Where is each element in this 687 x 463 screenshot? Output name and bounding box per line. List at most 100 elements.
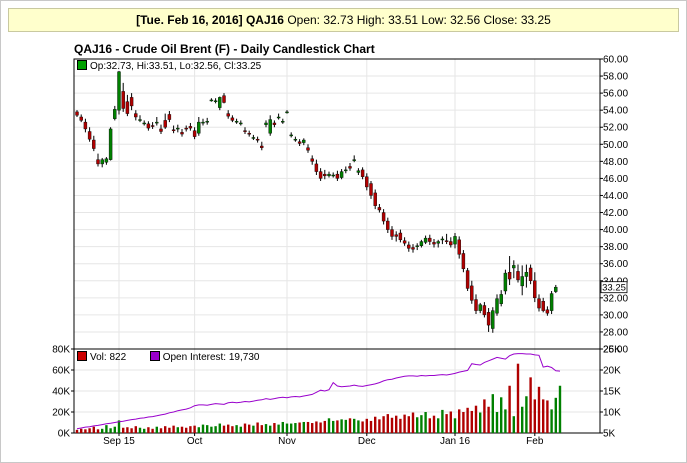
oi-legend-text: Open Interest: 19,730: [162, 352, 260, 363]
volume-bar: [290, 423, 293, 433]
candle-body: [323, 173, 327, 177]
volume-bar: [428, 418, 431, 433]
price-tick-label: 44.00: [603, 191, 628, 202]
volume-bar: [554, 397, 557, 433]
candle-body: [310, 158, 314, 162]
price-tick-label: 32.00: [603, 293, 628, 304]
volume-bar: [155, 426, 158, 433]
oi-tick-label: 10K: [603, 408, 621, 419]
candle-body: [356, 170, 361, 173]
candle: [222, 93, 226, 104]
candle: [251, 134, 256, 141]
candle-body: [155, 121, 159, 124]
candle-body: [159, 128, 163, 132]
candle: [402, 237, 407, 246]
candle: [398, 229, 403, 243]
candle: [415, 243, 419, 251]
volume-bar: [500, 397, 503, 433]
candle-body: [79, 116, 83, 121]
candle: [444, 233, 449, 245]
candle: [230, 115, 235, 123]
candle: [377, 204, 382, 213]
candle: [197, 117, 201, 136]
candle: [167, 111, 172, 123]
volume-bar: [92, 426, 95, 433]
volume-bar: [185, 427, 188, 433]
volume-bar: [470, 410, 473, 433]
candle-body: [176, 127, 180, 130]
volume-bar: [491, 394, 494, 433]
price-tick-label: 36.00: [603, 259, 628, 270]
candle-body: [188, 126, 193, 129]
candle-body: [142, 122, 146, 125]
candle: [113, 105, 117, 121]
price-tick-label: 46.00: [603, 174, 628, 185]
candle-body: [369, 183, 373, 196]
volume-bar: [420, 415, 423, 433]
candle-body: [352, 159, 356, 161]
oi-tick-label: 15K: [603, 387, 621, 398]
candle: [470, 280, 474, 304]
candle-body: [255, 138, 260, 141]
candle-body: [365, 176, 369, 188]
volume-legend-swatch: [77, 351, 87, 361]
candle-body: [327, 173, 331, 177]
volume-bar: [449, 411, 452, 433]
candle-body: [411, 247, 415, 250]
candle: [281, 118, 285, 124]
volume-bar: [159, 428, 163, 433]
volume-bar: [504, 409, 507, 433]
candle-body: [335, 173, 340, 179]
volume-bar: [105, 425, 108, 433]
candle-body: [226, 113, 230, 117]
volume-bar: [281, 421, 284, 433]
candle-body: [339, 171, 344, 178]
date-tick-label: Sep 15: [103, 436, 135, 447]
volume-bar: [248, 424, 251, 433]
candle-body: [386, 220, 390, 230]
oi-tick-label: 20K: [603, 366, 621, 377]
candle-body: [478, 304, 482, 311]
volume-bar: [298, 422, 301, 433]
volume-bar: [269, 425, 272, 433]
candle: [356, 168, 361, 175]
candle-body: [423, 237, 428, 243]
candle: [150, 122, 155, 129]
candle: [268, 115, 272, 136]
volume-bar: [546, 400, 549, 433]
candle: [507, 256, 512, 286]
candle-body: [251, 137, 256, 139]
price-tick-label: 30.00: [603, 310, 628, 321]
volume-tick-label: 80K: [52, 345, 70, 356]
candle: [201, 118, 205, 126]
candle-body: [507, 272, 512, 280]
candle: [92, 135, 96, 152]
candle: [310, 155, 314, 165]
volume-bar: [483, 399, 486, 433]
candle: [491, 307, 495, 333]
price-axis: 60.00 58.00 56.00 54.00 52.00 50.00 48.00 46.00…: [600, 55, 628, 356]
candle: [205, 117, 209, 125]
candle-body: [377, 207, 382, 211]
volume-bar: [390, 417, 394, 433]
candle: [272, 120, 277, 128]
candle-body: [129, 97, 134, 107]
candle-body: [100, 159, 104, 165]
volume-bar: [474, 405, 478, 433]
candle: [79, 114, 83, 123]
candle: [121, 82, 125, 112]
candle-body: [440, 238, 445, 241]
candle: [554, 284, 558, 294]
volume-bar: [260, 425, 263, 433]
volume-bar: [512, 416, 515, 433]
candle-body: [474, 299, 478, 311]
volume-bar: [134, 426, 137, 433]
candle-body: [457, 239, 461, 255]
volume-bar: [206, 425, 209, 433]
volume-bar: [294, 423, 297, 433]
candle: [297, 139, 302, 146]
candle-body: [293, 138, 298, 141]
volume-tick-label: 0K: [58, 429, 71, 440]
